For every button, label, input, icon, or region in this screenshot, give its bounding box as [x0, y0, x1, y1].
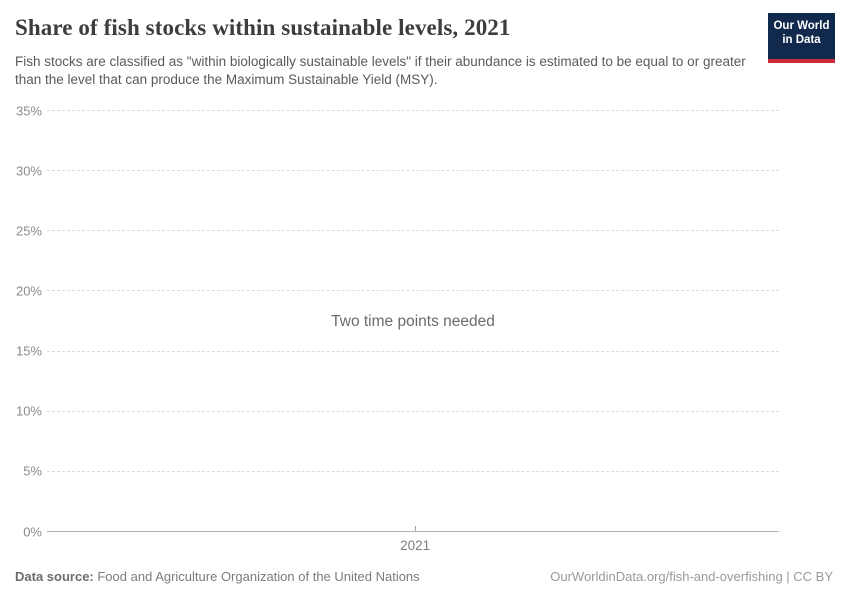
gridline-20	[47, 290, 779, 292]
gridline-25	[47, 230, 779, 232]
x-tick-label-2021: 2021	[400, 538, 431, 553]
owid-logo-line1: Our World	[773, 20, 830, 32]
y-tick-label-35: 35%	[15, 103, 42, 118]
data-source-label: Data source:	[15, 569, 94, 584]
chart-subtitle: Fish stocks are classified as "within bi…	[15, 54, 746, 87]
no-data-message: Two time points needed	[331, 312, 495, 330]
chart-title: Share of fish stocks within sustainable …	[15, 15, 511, 40]
y-tick-label-5: 5%	[23, 463, 42, 479]
data-source-note: Data source: Food and Agriculture Organi…	[15, 569, 420, 584]
y-tick-label-30: 30%	[15, 163, 42, 179]
x-axis-line	[47, 531, 779, 532]
gridline-15	[47, 350, 779, 352]
owid-logo-line2: in Data	[782, 34, 821, 46]
owid-logo-accent-bar	[768, 59, 835, 63]
y-tick-label-15: 15%	[15, 343, 42, 359]
credit-link[interactable]: OurWorldinData.org/fish-and-overfishing …	[550, 569, 833, 584]
y-tick-label-0: 0%	[23, 524, 42, 539]
gridline-35	[47, 110, 779, 111]
gridline-5	[47, 470, 779, 472]
x-tick-mark-2021	[415, 526, 417, 531]
y-tick-label-10: 10%	[15, 403, 42, 419]
owid-logo[interactable]: Our World in Data	[768, 13, 835, 63]
gridline-10	[47, 410, 779, 412]
gridline-30	[47, 170, 779, 172]
data-source-text: Food and Agriculture Organization of the…	[93, 569, 420, 584]
y-tick-label-20: 20%	[15, 283, 42, 299]
y-tick-label-25: 25%	[15, 223, 42, 239]
